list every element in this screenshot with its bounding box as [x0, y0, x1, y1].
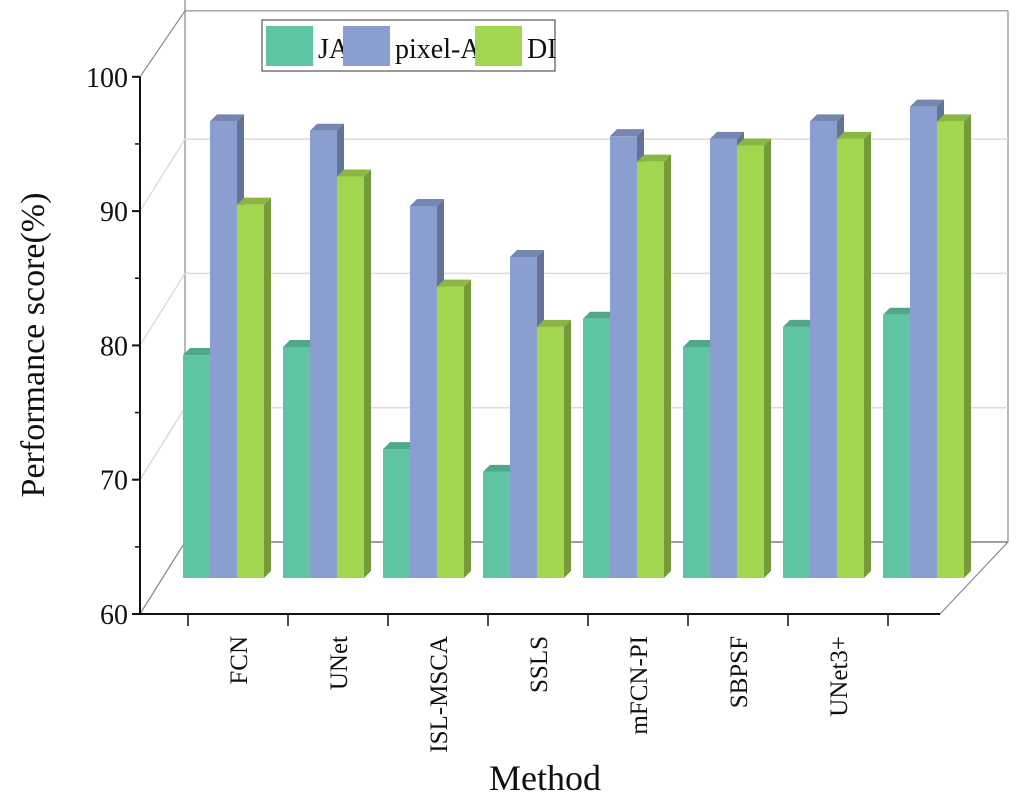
bar [937, 114, 971, 578]
bar-front [410, 205, 437, 578]
bar-front [310, 130, 337, 578]
x-tick-label: SSLS [526, 636, 553, 693]
y-tick-label: 60 [100, 600, 128, 631]
bar-top [710, 131, 744, 139]
bar-top [883, 307, 917, 315]
bar-front [910, 106, 937, 579]
bar-side [364, 169, 371, 578]
legend: JA pixel-AC DI [261, 19, 557, 72]
legend-swatch [266, 26, 313, 66]
bar-front [883, 314, 910, 578]
bar-top [537, 319, 571, 327]
bar-side [964, 114, 971, 578]
x-tick-label: SBPSF [726, 636, 753, 708]
bar [237, 197, 271, 578]
bar-front [837, 138, 864, 579]
y-tick-label: 100 [86, 63, 128, 94]
bar-front [583, 318, 610, 578]
y-axis-title: Performance score(%) [15, 193, 52, 498]
bar [837, 131, 871, 579]
bar-front [383, 449, 410, 578]
bar-front [637, 161, 664, 579]
bar-top [183, 348, 217, 356]
left-wall-top-edge [139, 10, 186, 78]
floor-left-edge [139, 541, 186, 615]
bar-front [937, 121, 964, 578]
bar-top [310, 123, 344, 131]
bar-front [710, 138, 737, 579]
bar-top [810, 114, 844, 122]
floor-right-edge [939, 541, 1009, 615]
bar-top [483, 464, 517, 472]
bar-front [610, 136, 637, 578]
bar-front [437, 286, 464, 578]
legend-swatch [343, 26, 390, 66]
bar-front [783, 326, 810, 578]
bar-front [483, 471, 510, 578]
bar-front [283, 347, 310, 578]
bars [183, 99, 971, 579]
bar [337, 169, 371, 578]
bar-top [283, 340, 317, 348]
bar-top [910, 99, 944, 107]
bar [737, 138, 771, 578]
bar-top [937, 114, 971, 122]
bar-front [183, 355, 210, 578]
bar-side [864, 131, 871, 579]
bar-front [737, 145, 764, 578]
bar-top [237, 197, 271, 205]
x-tick-label: ISL-MSCA [426, 636, 453, 753]
side-gridline [139, 273, 186, 346]
bar-front [210, 121, 237, 578]
y-tick-label: 80 [100, 331, 128, 362]
side-gridline [139, 407, 186, 481]
bar-top [337, 169, 371, 177]
x-axis-title: Method [489, 758, 601, 798]
bar-side [664, 154, 671, 579]
bar-top [737, 138, 771, 146]
bar [383, 442, 417, 578]
bar-top [510, 250, 544, 258]
bar-top [583, 311, 617, 319]
legend-swatch [475, 26, 522, 66]
legend-label: DI [527, 34, 557, 65]
bar-top [837, 131, 871, 139]
x-tick-label: FCN [226, 636, 253, 685]
bar-top [437, 279, 471, 287]
bar-top [383, 442, 417, 450]
side-gridline [139, 138, 186, 212]
y-tick-label: 70 [100, 466, 128, 497]
x-tick-label: UNet [326, 636, 353, 690]
bar-top [610, 129, 644, 137]
axes: 60 70 80 90 100 FCN UNet ISL-MSCA SSLS mFCN-PI SBP… [86, 63, 940, 753]
bar [637, 154, 671, 579]
bar-front [537, 326, 564, 578]
bar-side [764, 138, 771, 578]
x-tick-label: mFCN-PI [626, 636, 653, 735]
y-tick-label: 90 [100, 197, 128, 228]
bar-front [510, 257, 537, 578]
bar [437, 279, 471, 578]
bar-side [564, 319, 571, 578]
bar-side [264, 197, 271, 578]
bar-top [683, 340, 717, 348]
bar [537, 319, 571, 578]
bar-side [464, 279, 471, 578]
bar-top [783, 319, 817, 327]
x-tick-label: UNet3+ [826, 636, 853, 717]
bar-top [210, 114, 244, 122]
bar-front [337, 176, 364, 578]
bar-top [410, 198, 444, 206]
bar-front [810, 121, 837, 578]
bar-front [237, 204, 264, 578]
bar-top [637, 154, 671, 162]
bar-front [683, 347, 710, 578]
